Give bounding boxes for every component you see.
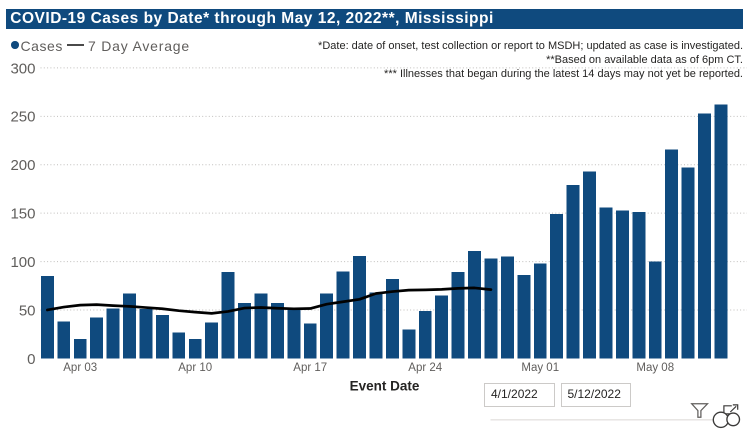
svg-text:May 01: May 01: [521, 362, 559, 374]
svg-text:Apr 17: Apr 17: [293, 362, 327, 374]
svg-text:Apr 03: Apr 03: [63, 362, 97, 374]
svg-text:200: 200: [10, 157, 35, 174]
svg-text:Event Date: Event Date: [350, 379, 420, 394]
svg-text:250: 250: [10, 109, 35, 126]
svg-text:50: 50: [19, 302, 36, 319]
svg-text:Apr 24: Apr 24: [408, 362, 442, 374]
svg-text:150: 150: [10, 206, 35, 223]
svg-text:May 08: May 08: [636, 362, 674, 374]
svg-text:Apr 10: Apr 10: [178, 362, 212, 374]
svg-text:300: 300: [10, 60, 35, 77]
svg-text:100: 100: [10, 254, 35, 271]
svg-text:0: 0: [27, 351, 35, 368]
